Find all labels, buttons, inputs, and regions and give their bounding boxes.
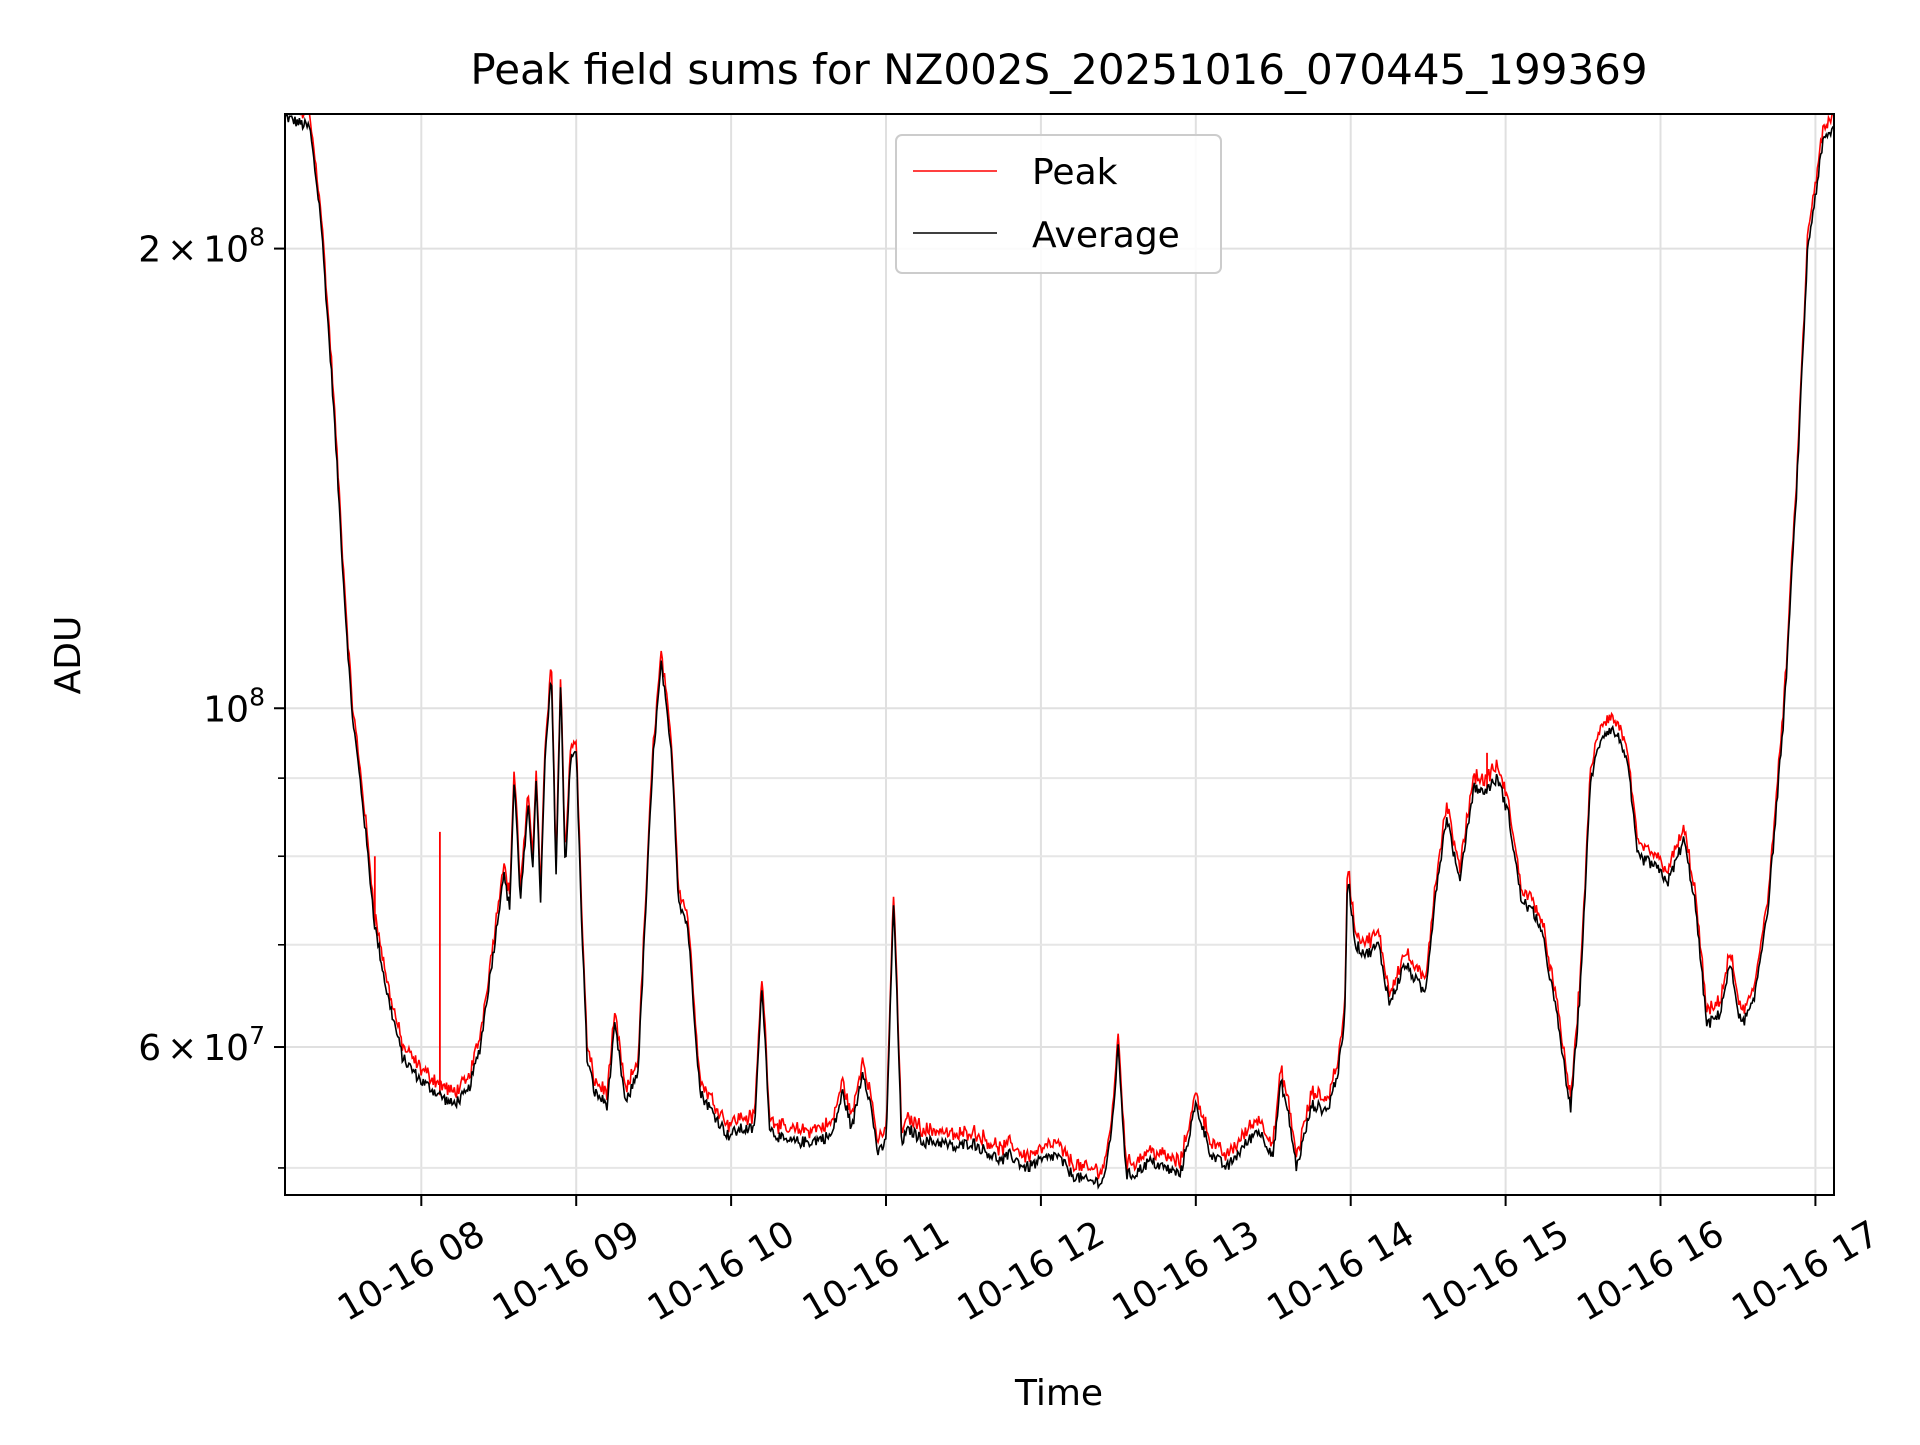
legend-peak-label: Peak bbox=[1032, 152, 1118, 193]
plot-area-frame bbox=[284, 113, 1835, 1196]
y-tick-label: 108 bbox=[203, 682, 265, 730]
chart-title: Peak field sums for NZ002S_20251016_0704… bbox=[470, 45, 1647, 94]
legend-box bbox=[895, 134, 1222, 274]
series-average-line bbox=[285, 114, 1834, 1190]
x-axis-label: Time bbox=[1014, 1373, 1103, 1414]
y-axis-label: ADU bbox=[48, 616, 89, 695]
y-tick-label: 6 × 107 bbox=[138, 1021, 265, 1069]
legend-average-label: Average bbox=[1032, 215, 1180, 256]
y-tick-label: 2 × 108 bbox=[138, 223, 265, 271]
legend: Peak Average bbox=[895, 134, 1222, 274]
series-layer bbox=[285, 114, 1834, 1190]
series-group bbox=[285, 114, 1834, 1190]
grid-layer bbox=[285, 114, 1834, 1195]
